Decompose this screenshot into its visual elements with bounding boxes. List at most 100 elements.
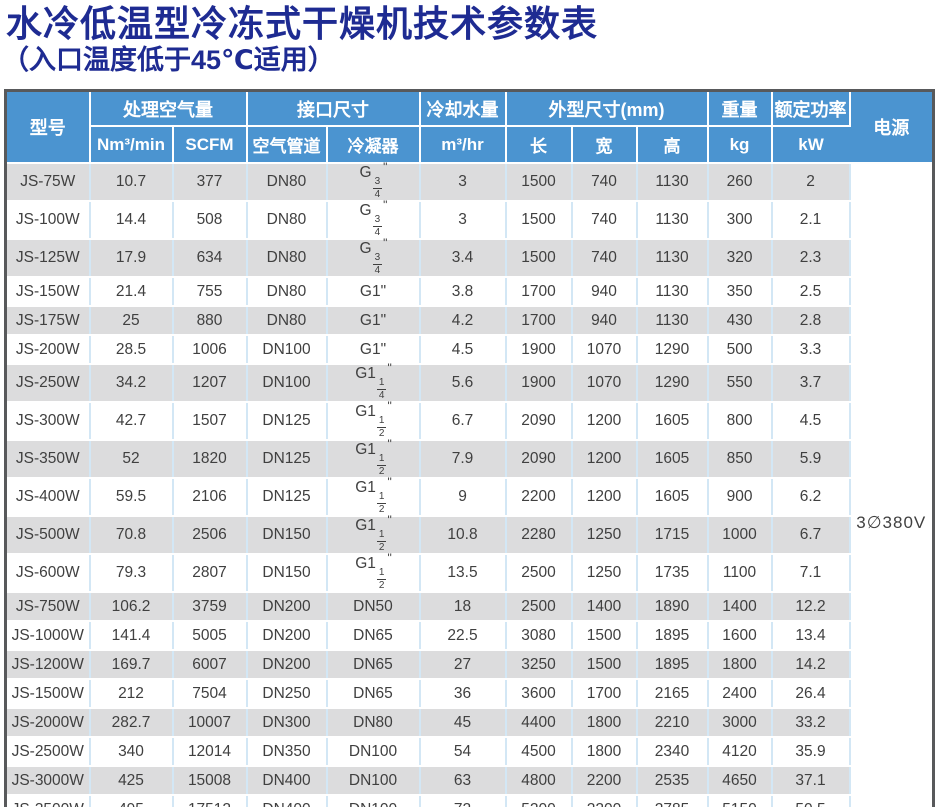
cell-weight-kg: 430 (707, 306, 773, 336)
cell-nm3-min: 169.7 (89, 650, 174, 680)
col-header-air-pipe: 空气管道 (246, 126, 328, 164)
cell-power-kw: 12.2 (771, 592, 851, 622)
table-row: JS-1500W 212 7504 DN250 DN65 36 3600 1700 2165 24… (5, 679, 934, 709)
cell-scfm: 2807 (172, 554, 248, 593)
cell-nm3-min: 70.8 (89, 516, 174, 555)
cell-power-kw: 4.5 (771, 402, 851, 441)
cell-nm3-min: 34.2 (89, 364, 174, 403)
cell-cooling-water: 10.8 (419, 516, 507, 555)
cell-model: JS-2000W (5, 708, 91, 738)
page-subtitle: （入口温度低于45℃适用） (2, 45, 335, 76)
cell-air-pipe: DN80 (246, 201, 328, 240)
col-header-condenser: 冷凝器 (326, 126, 421, 164)
cell-weight-kg: 2400 (707, 679, 773, 709)
cell-nm3-min: 25 (89, 306, 174, 336)
cell-length: 1500 (505, 163, 573, 202)
cell-model: JS-75W (5, 163, 91, 202)
col-header-model: 型号 (5, 90, 91, 164)
cell-power-kw: 26.4 (771, 679, 851, 709)
cell-weight-kg: 1800 (707, 650, 773, 680)
cell-height: 1605 (636, 402, 709, 441)
cell-nm3-min: 79.3 (89, 554, 174, 593)
col-header-length: 长 (505, 126, 573, 164)
cell-scfm: 508 (172, 201, 248, 240)
col-header-width: 宽 (571, 126, 638, 164)
table-row: JS-750W 106.2 3759 DN200 DN50 18 2500 1400 1890 1… (5, 592, 934, 622)
cell-width: 1400 (571, 592, 638, 622)
cell-length: 1500 (505, 239, 573, 278)
cell-weight-kg: 1100 (707, 554, 773, 593)
cell-length: 2200 (505, 478, 573, 517)
col-header-kg: kg (707, 126, 773, 164)
cell-model: JS-350W (5, 440, 91, 479)
col-header-nm3-min: Nm³/min (89, 126, 174, 164)
cell-scfm: 3759 (172, 592, 248, 622)
cell-nm3-min: 42.7 (89, 402, 174, 441)
cell-condenser: G1 1 2 " (326, 437, 421, 479)
cell-width: 1800 (571, 708, 638, 738)
page-title: 水冷低温型冷冻式干燥机技术参数表 (6, 3, 599, 44)
cell-scfm: 634 (172, 239, 248, 278)
cell-power-kw: 35.9 (771, 737, 851, 767)
cell-weight-kg: 1400 (707, 592, 773, 622)
cell-model: JS-150W (5, 277, 91, 307)
cell-model: JS-200W (5, 335, 91, 365)
table-row: JS-1200W 169.7 6007 DN200 DN65 27 3250 1500 1895… (5, 650, 934, 680)
col-group-port-size: 接口尺寸 (246, 90, 421, 127)
cell-air-pipe: DN80 (246, 163, 328, 202)
cell-power-kw: 13.4 (771, 621, 851, 651)
cell-model: JS-100W (5, 201, 91, 240)
cell-length: 3250 (505, 650, 573, 680)
cell-power-kw: 37.1 (771, 766, 851, 796)
cell-cooling-water: 4.5 (419, 335, 507, 365)
cell-nm3-min: 340 (89, 737, 174, 767)
cell-width: 1070 (571, 335, 638, 365)
table-row: JS-100W 14.4 508 DN80 G 3 4 " 3 1500 740 1130 300 2.1 (5, 198, 934, 240)
cell-air-pipe: DN125 (246, 478, 328, 517)
cell-cooling-water: 72 (419, 795, 507, 807)
cell-weight-kg: 320 (707, 239, 773, 278)
cell-length: 2090 (505, 402, 573, 441)
table-row: JS-350W 52 1820 DN125 G1 1 2 " 7.9 2090 1200 1605 85… (5, 437, 934, 479)
col-header-power-supply: 电源 (849, 90, 934, 164)
cell-scfm: 1507 (172, 402, 248, 441)
cell-power-kw: 6.2 (771, 478, 851, 517)
cell-height: 1605 (636, 440, 709, 479)
cell-width: 1200 (571, 440, 638, 479)
cell-height: 2785 (636, 795, 709, 807)
cell-condenser: G 3 4 " (326, 160, 421, 202)
col-header-scfm: SCFM (172, 126, 248, 164)
cell-weight-kg: 350 (707, 277, 773, 307)
table-row: JS-125W 17.9 634 DN80 G 3 4 " 3.4 1500 740 1130 320 2… (5, 236, 934, 278)
col-header-rated-power: 额定功率 (771, 90, 851, 127)
cell-weight-kg: 260 (707, 163, 773, 202)
cell-width: 1800 (571, 737, 638, 767)
cell-cooling-water: 45 (419, 708, 507, 738)
cell-height: 2165 (636, 679, 709, 709)
cell-power-kw: 2 (771, 163, 851, 202)
table-row: JS-3500W49517512DN400DN10072520022002785… (5, 795, 934, 807)
cell-condenser: G1 1 4 " (326, 361, 421, 403)
cell-cooling-water: 13.5 (419, 554, 507, 593)
cell-scfm: 5005 (172, 621, 248, 651)
col-group-dimensions: 外型尺寸(mm) (505, 90, 709, 127)
cell-air-pipe: DN200 (246, 592, 328, 622)
cell-height: 1895 (636, 650, 709, 680)
cell-length: 4800 (505, 766, 573, 796)
cell-cooling-water: 36 (419, 679, 507, 709)
cell-condenser: G1 1 2 " (326, 551, 421, 593)
table-row: JS-300W 42.7 1507 DN125 G1 1 2 " 6.7 2090 1200 1605… (5, 399, 934, 441)
cell-weight-kg: 550 (707, 364, 773, 403)
cell-nm3-min: 10.7 (89, 163, 174, 202)
cell-length: 4500 (505, 737, 573, 767)
cell-cooling-water: 22.5 (419, 621, 507, 651)
cell-scfm: 2506 (172, 516, 248, 555)
cell-power-kw: 14.2 (771, 650, 851, 680)
cell-scfm: 1820 (172, 440, 248, 479)
table-row: JS-2000W 282.7 10007 DN300 DN80 45 4400 1800 221… (5, 708, 934, 738)
cell-weight-kg: 1000 (707, 516, 773, 555)
cell-condenser: G1" (326, 335, 421, 365)
